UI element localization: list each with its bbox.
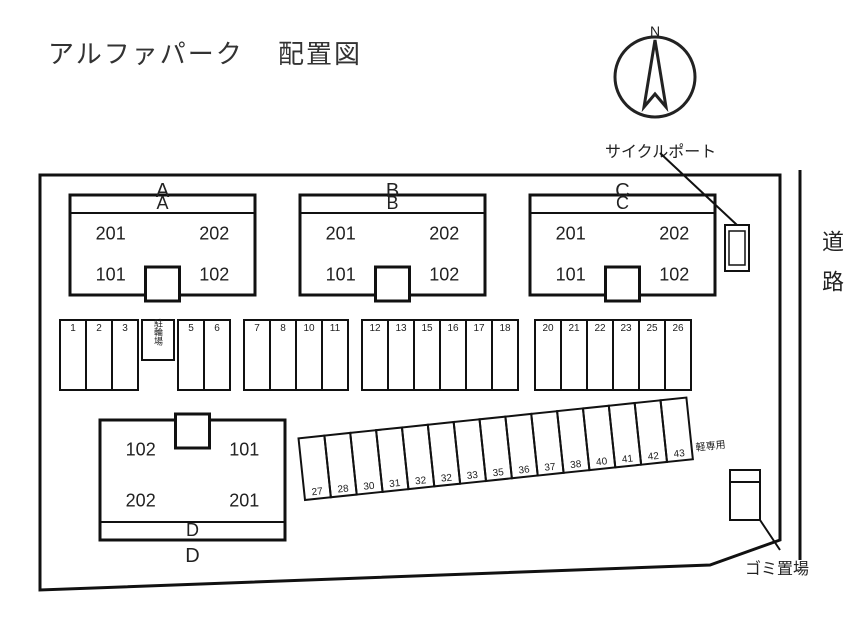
svg-text:6: 6 [214, 323, 220, 334]
svg-text:C: C [616, 193, 629, 213]
svg-text:35: 35 [492, 467, 505, 479]
svg-text:202: 202 [429, 224, 459, 244]
svg-text:202: 202 [659, 224, 689, 244]
svg-text:10: 10 [303, 323, 315, 334]
svg-text:21: 21 [568, 323, 580, 334]
svg-text:1: 1 [70, 323, 76, 334]
svg-text:23: 23 [620, 323, 632, 334]
svg-text:D: D [186, 520, 199, 540]
svg-text:33: 33 [466, 470, 479, 482]
svg-text:37: 37 [544, 462, 557, 474]
svg-text:18: 18 [499, 323, 511, 334]
svg-text:12: 12 [369, 323, 381, 334]
svg-text:25: 25 [646, 323, 658, 334]
svg-text:102: 102 [199, 265, 229, 285]
svg-text:101: 101 [96, 265, 126, 285]
svg-text:43: 43 [673, 448, 686, 460]
svg-text:駐輪場: 駐輪場 [153, 317, 163, 346]
svg-text:42: 42 [647, 451, 660, 463]
svg-text:27: 27 [311, 486, 324, 498]
svg-text:102: 102 [659, 265, 689, 285]
svg-text:41: 41 [621, 453, 634, 465]
svg-text:30: 30 [363, 481, 376, 493]
svg-text:2: 2 [96, 323, 102, 334]
svg-text:26: 26 [672, 323, 684, 334]
svg-text:202: 202 [126, 491, 156, 511]
svg-text:36: 36 [518, 464, 531, 476]
svg-text:17: 17 [473, 323, 485, 334]
site-plan: AA201202101102BB201202101102CC2012021011… [0, 0, 846, 638]
svg-text:3: 3 [122, 323, 128, 334]
svg-text:101: 101 [326, 265, 356, 285]
svg-text:B: B [386, 193, 398, 213]
svg-text:32: 32 [440, 472, 453, 484]
svg-text:102: 102 [126, 440, 156, 460]
svg-text:7: 7 [254, 323, 260, 334]
svg-text:16: 16 [447, 323, 459, 334]
svg-text:102: 102 [429, 265, 459, 285]
svg-text:31: 31 [389, 478, 402, 490]
svg-text:38: 38 [570, 459, 583, 471]
svg-text:5: 5 [188, 323, 194, 334]
svg-text:32: 32 [415, 475, 428, 487]
svg-text:22: 22 [594, 323, 606, 334]
svg-text:201: 201 [96, 224, 126, 244]
svg-text:28: 28 [337, 483, 350, 495]
svg-text:A: A [156, 193, 168, 213]
svg-text:202: 202 [199, 224, 229, 244]
svg-text:11: 11 [330, 323, 341, 334]
svg-text:軽専用: 軽専用 [695, 439, 726, 454]
svg-text:40: 40 [596, 456, 609, 468]
svg-text:101: 101 [229, 440, 259, 460]
building-name: D [185, 545, 199, 567]
svg-text:201: 201 [556, 224, 586, 244]
svg-text:13: 13 [395, 323, 407, 334]
svg-text:15: 15 [421, 323, 433, 334]
svg-text:20: 20 [542, 323, 554, 334]
svg-text:101: 101 [556, 265, 586, 285]
svg-text:201: 201 [229, 491, 259, 511]
svg-text:201: 201 [326, 224, 356, 244]
svg-text:8: 8 [280, 323, 286, 334]
